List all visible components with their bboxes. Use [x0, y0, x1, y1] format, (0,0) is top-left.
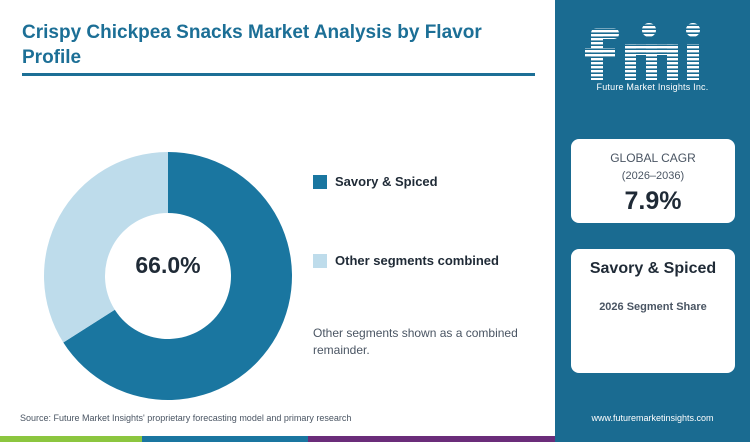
donut-slice-savory-spiced — [63, 152, 292, 401]
segment-title: Savory & Spiced — [589, 260, 717, 277]
title-divider — [22, 73, 535, 76]
legend-label-savory-spiced: Savory & Spiced — [335, 174, 438, 189]
footer-color-bar — [0, 436, 555, 442]
donut-center-label: 66.0% — [135, 252, 201, 278]
legend-item-savory-spiced: Savory & Spiced — [313, 174, 438, 189]
footer-bar-purple — [308, 436, 555, 442]
legend-item-other-segments: Other segments combined — [313, 253, 499, 268]
cagr-label: GLOBAL CAGR — [610, 151, 696, 165]
fmi-logo — [585, 23, 700, 80]
legend-swatch-other-segments — [313, 253, 327, 268]
sidebar: Future Market Insights Inc. GLOBAL CAGR … — [555, 0, 750, 442]
website-link[interactable]: www.futuremarketinsights.com — [591, 413, 714, 423]
footer-bar-green — [0, 436, 142, 442]
segment-card: Savory & Spiced 2026 Segment Share — [571, 249, 735, 373]
legend-label-other-segments: Other segments combined — [335, 253, 499, 268]
logo-subtext: Future Market Insights Inc. — [596, 82, 709, 92]
page-title: Crispy Chickpea Snacks Market Analysis b… — [22, 22, 482, 68]
donut-slice-other-segments-combined — [43, 152, 169, 343]
chart-panel: Crispy Chickpea Snacks Market Analysis b… — [0, 22, 555, 442]
chart-note: Other segments shown as a combined remai… — [313, 326, 518, 357]
source-note: Source: Future Market Insights' propriet… — [20, 413, 352, 423]
legend-swatch-savory-spiced — [313, 174, 327, 189]
footer-bar-blue — [142, 436, 308, 442]
cagr-card: GLOBAL CAGR (2026–2036) 7.9% — [571, 139, 735, 223]
donut-chart — [43, 152, 292, 401]
segment-subtitle: 2026 Segment Share — [599, 301, 707, 313]
cagr-period: (2026–2036) — [621, 170, 685, 182]
cagr-value: 7.9% — [624, 187, 682, 215]
